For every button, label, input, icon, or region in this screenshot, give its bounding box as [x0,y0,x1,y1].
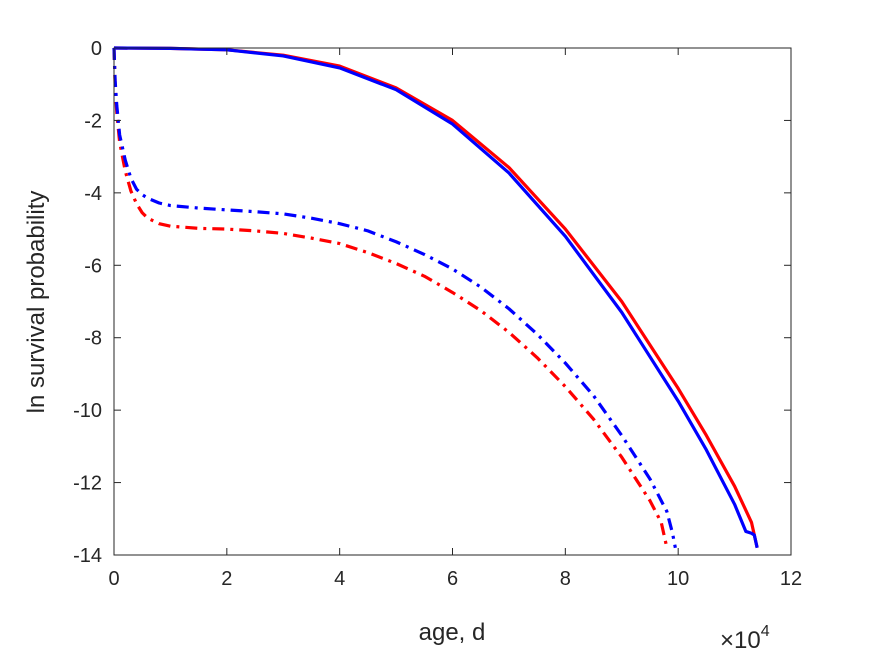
y-tick-label: -2 [84,110,102,132]
x-axis-exponent-base: ×10 [720,627,761,654]
y-tick-label: 0 [91,38,102,60]
x-tick-label: 4 [334,568,345,590]
x-tick-label: 2 [221,568,232,590]
y-tick-label: -12 [73,473,102,495]
x-tick-label: 6 [447,568,458,590]
x-tick-label: 8 [560,568,571,590]
x-axis-exponent: ×104 [720,623,770,654]
series-dashdot-line-2 [112,47,669,549]
y-axis: -14 -12 -10 -8 -6 -4 -2 0 [73,38,791,567]
series-solid-line-0 [113,46,759,549]
x-tick-label: 0 [108,568,119,590]
x-tick-label: 10 [667,568,689,590]
series-layer [112,46,759,549]
y-tick-label: -8 [84,328,102,350]
y-tick-label: -14 [73,545,102,567]
x-tick-label: 12 [780,568,802,590]
y-tick-label: -6 [84,255,102,277]
x-axis-exponent-power: 4 [761,623,770,640]
x-axis-title: age, d [419,619,486,646]
series-dashdot-line-3 [112,47,677,549]
y-tick-label: -4 [84,183,102,205]
y-axis-title: ln survival probability [23,191,50,414]
x-axis: 0 2 4 6 8 10 12 [108,48,802,590]
series-solid-line-1 [113,46,759,549]
y-tick-label: -10 [73,400,102,422]
